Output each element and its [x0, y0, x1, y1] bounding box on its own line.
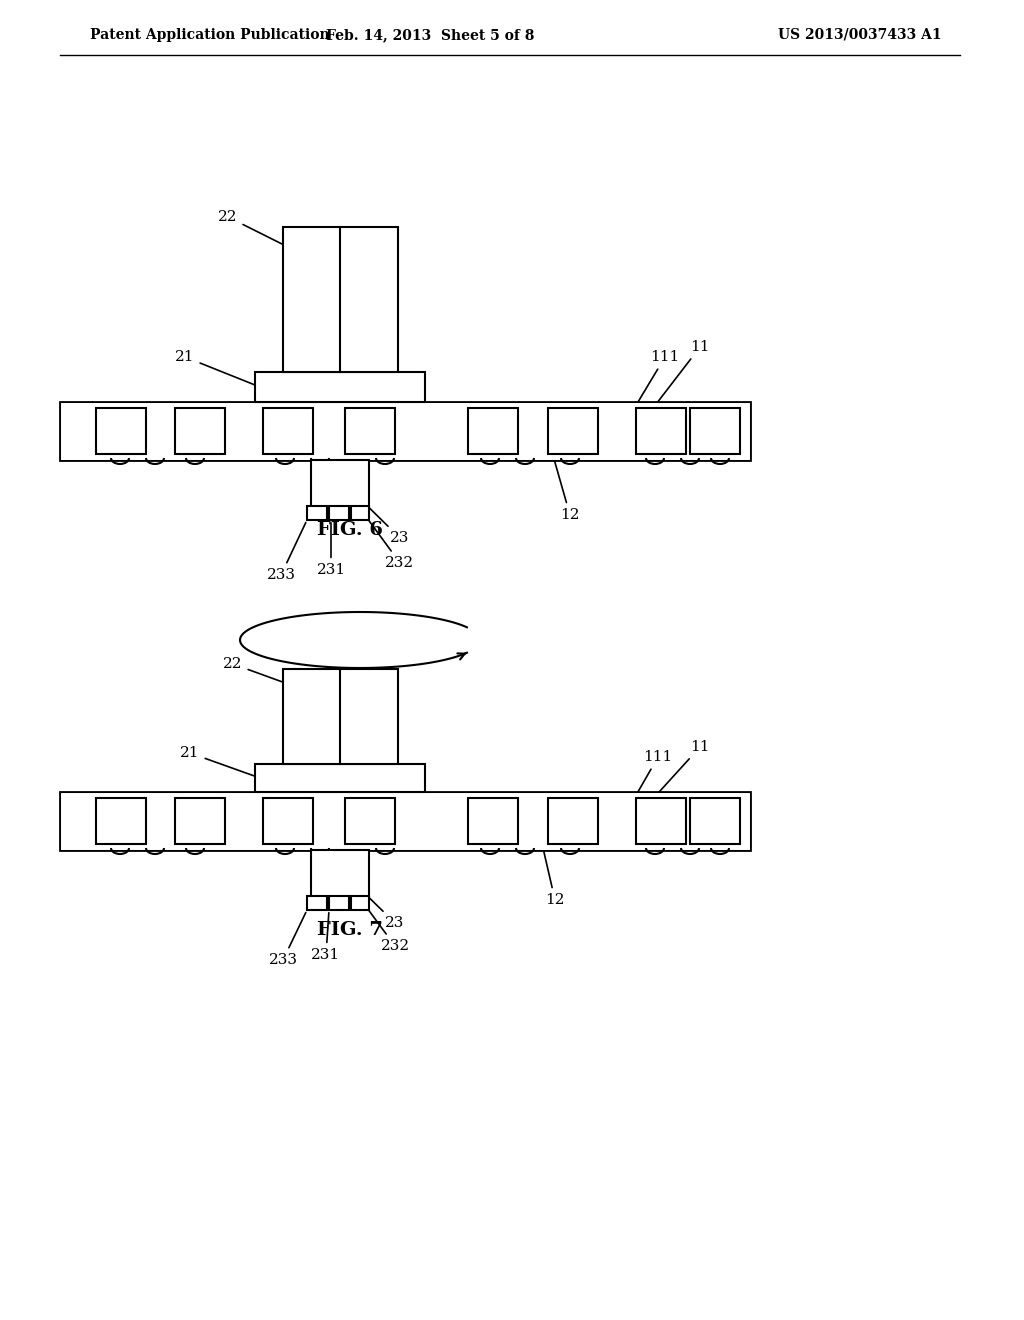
Text: 21: 21 — [175, 350, 257, 385]
Text: 22: 22 — [218, 210, 286, 246]
Text: 22: 22 — [223, 657, 286, 682]
Text: 23: 23 — [347, 486, 410, 545]
Bar — [548, 408, 598, 454]
Bar — [345, 799, 395, 843]
Bar — [60, 792, 750, 850]
Bar — [60, 403, 750, 459]
Bar — [255, 372, 425, 403]
Bar — [468, 408, 518, 454]
Bar — [690, 408, 740, 454]
Text: 21: 21 — [180, 746, 257, 777]
Text: 11: 11 — [652, 741, 710, 800]
Bar — [255, 764, 425, 792]
Text: 232: 232 — [357, 895, 410, 953]
Text: 11: 11 — [651, 341, 710, 409]
Text: Patent Application Publication: Patent Application Publication — [90, 28, 330, 42]
Text: 23: 23 — [347, 876, 404, 931]
Bar — [263, 408, 313, 454]
Bar — [283, 669, 398, 764]
Bar — [636, 799, 686, 843]
Bar — [351, 506, 369, 520]
Text: 12: 12 — [541, 838, 565, 907]
Bar — [283, 227, 398, 372]
Bar — [468, 799, 518, 843]
Bar — [60, 403, 750, 459]
Text: US 2013/0037433 A1: US 2013/0037433 A1 — [778, 28, 942, 42]
Bar — [263, 799, 313, 843]
Text: Feb. 14, 2013  Sheet 5 of 8: Feb. 14, 2013 Sheet 5 of 8 — [326, 28, 535, 42]
Bar — [96, 408, 146, 454]
Bar — [175, 799, 225, 843]
Bar — [60, 792, 750, 850]
Text: 12: 12 — [551, 447, 580, 521]
Bar — [175, 408, 225, 454]
Bar — [60, 792, 750, 850]
Bar — [548, 799, 598, 843]
Text: 233: 233 — [266, 523, 306, 582]
Bar — [329, 506, 349, 520]
Bar — [307, 896, 327, 909]
Bar — [351, 896, 369, 909]
Bar — [96, 799, 146, 843]
Bar — [690, 799, 740, 843]
Text: 111: 111 — [636, 750, 673, 795]
Text: 231: 231 — [316, 523, 345, 577]
Bar — [311, 459, 369, 508]
Bar — [329, 896, 349, 909]
Text: FIG. 7: FIG. 7 — [317, 921, 383, 939]
Text: FIG. 6: FIG. 6 — [317, 521, 383, 539]
Bar — [636, 408, 686, 454]
Bar — [307, 506, 327, 520]
Text: 233: 233 — [268, 912, 306, 968]
Text: 111: 111 — [637, 350, 680, 405]
Text: 232: 232 — [357, 506, 415, 570]
Text: 231: 231 — [311, 912, 341, 962]
Bar — [60, 403, 750, 459]
Bar — [345, 408, 395, 454]
Bar — [311, 850, 369, 898]
